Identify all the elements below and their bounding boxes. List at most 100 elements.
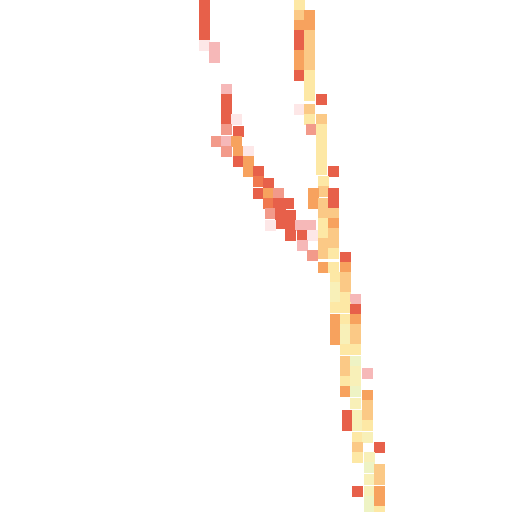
right-trace-cell [328, 228, 339, 239]
right-trace-cell [306, 124, 317, 135]
left-branch-trace [199, 0, 318, 261]
right-trace-cell [340, 366, 351, 377]
right-trace-cell [308, 188, 319, 199]
right-trace-cell [350, 366, 361, 377]
right-trace-cell [340, 272, 351, 283]
right-trace-cell [304, 40, 315, 51]
right-trace-cell [304, 30, 315, 41]
left-trace-cell [253, 166, 264, 177]
right-trace-cell [352, 410, 363, 421]
right-trace-cell [342, 420, 353, 431]
right-trace-cell [328, 198, 339, 209]
right-trace-cell [340, 344, 351, 355]
left-trace-cell [243, 146, 254, 157]
right-trace-cell [340, 292, 351, 303]
right-trace-cell [340, 324, 351, 335]
right-trace-cell [330, 292, 341, 303]
right-trace-cell [350, 398, 361, 409]
right-trace-cell [340, 356, 351, 367]
left-trace-cell [209, 52, 220, 63]
right-trace-cell [362, 410, 373, 421]
left-trace-cell [263, 188, 274, 199]
right-trace-cell [340, 262, 351, 273]
left-trace-cell [233, 146, 244, 157]
left-trace-cell [297, 230, 308, 241]
right-trace-cell [352, 420, 363, 431]
left-trace-cell [199, 30, 210, 41]
right-trace-cell [350, 304, 361, 315]
right-trace-cell [330, 282, 341, 293]
right-trace-cell [318, 262, 329, 273]
left-trace-cell [295, 220, 306, 231]
right-trace-cell [318, 198, 329, 209]
right-trace-cell [350, 376, 361, 387]
right-trace-cell [364, 506, 375, 512]
right-trace-cell [304, 114, 315, 125]
right-trace-cell [340, 314, 351, 325]
left-trace-cell [273, 198, 284, 209]
right-trace-cell [328, 218, 339, 229]
right-trace-cell [294, 10, 305, 21]
right-trace-cell [350, 344, 361, 355]
left-trace-cell [305, 220, 316, 231]
right-trace-cell [318, 228, 329, 239]
right-trace-cell [374, 506, 385, 512]
right-trace-cell [340, 302, 351, 313]
left-trace-cell [243, 156, 254, 167]
right-trace-cell [304, 10, 315, 21]
left-trace-cell [221, 104, 232, 115]
left-trace-cell [285, 220, 296, 231]
right-trace-cell [352, 452, 363, 463]
right-trace-cell [364, 452, 375, 463]
right-branch-trace [294, 0, 385, 512]
right-trace-cell [362, 390, 373, 401]
right-trace-cell [330, 324, 341, 335]
left-trace-cell [275, 208, 286, 219]
right-trace-cell [352, 442, 363, 453]
right-trace-cell [350, 356, 361, 367]
right-trace-cell [318, 176, 329, 187]
right-trace-cell [294, 104, 305, 115]
right-trace-cell [294, 30, 305, 41]
left-trace-cell [231, 114, 242, 125]
left-trace-cell [307, 250, 318, 261]
right-trace-cell [304, 20, 315, 31]
left-trace-cell [253, 188, 264, 199]
right-trace-cell [294, 40, 305, 51]
left-trace-cell [307, 230, 318, 241]
left-trace-cell [233, 156, 244, 167]
right-trace-cell [294, 70, 305, 81]
right-trace-cell [364, 496, 375, 507]
right-trace-cell [316, 164, 327, 175]
right-trace-cell [304, 50, 315, 61]
right-trace-cell [318, 208, 329, 219]
right-trace-cell [340, 282, 351, 293]
left-trace-cell [199, 40, 210, 51]
left-trace-cell [263, 198, 274, 209]
right-trace-cell [328, 248, 339, 259]
left-trace-cell [265, 208, 276, 219]
right-trace-cell [340, 386, 351, 397]
right-trace-cell [350, 334, 361, 345]
right-trace-cell [304, 90, 315, 101]
left-trace-cell [199, 10, 210, 21]
right-trace-cell [328, 262, 339, 273]
right-trace-cell [318, 238, 329, 249]
left-trace-cell [283, 198, 294, 209]
right-trace-cell [364, 474, 375, 485]
right-trace-cell [362, 420, 373, 431]
right-trace-cell [328, 188, 339, 199]
right-trace-cell [362, 400, 373, 411]
left-trace-cell [221, 84, 232, 95]
left-trace-cell [199, 0, 210, 11]
left-trace-cell [221, 136, 232, 147]
right-trace-cell [304, 60, 315, 71]
left-trace-cell [209, 42, 220, 53]
left-trace-cell [265, 220, 276, 231]
right-trace-cell [318, 248, 329, 259]
right-trace-cell [374, 442, 385, 453]
right-trace-cell [316, 114, 327, 125]
right-trace-cell [294, 50, 305, 61]
right-trace-cell [340, 252, 351, 263]
